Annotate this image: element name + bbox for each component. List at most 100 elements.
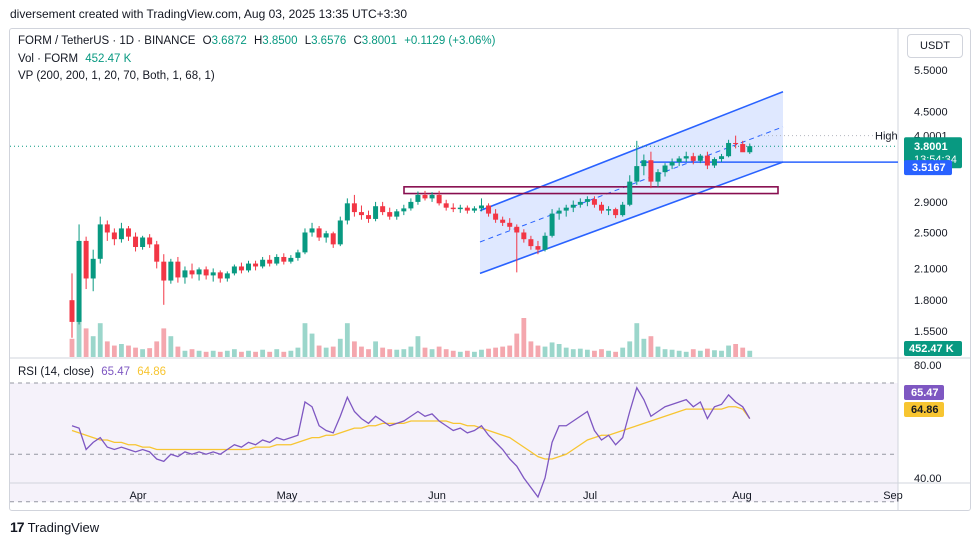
candle-body <box>450 207 456 210</box>
candle-body <box>253 263 259 267</box>
volume-bar <box>394 349 400 357</box>
candle-body <box>330 233 336 245</box>
candle-body <box>302 232 308 253</box>
volume-label[interactable]: Vol · FORM <box>18 53 79 65</box>
volume-bar <box>443 349 449 357</box>
rsi-tag-value: 65.47 <box>911 387 939 399</box>
candle-body <box>648 160 654 182</box>
volume-bar <box>464 350 470 357</box>
volume-bar <box>662 349 668 357</box>
candle-body <box>182 270 188 278</box>
volume-bar <box>189 349 195 357</box>
volume-bar <box>281 351 287 357</box>
candle-body <box>620 204 626 216</box>
candle-body <box>288 257 294 262</box>
volume-bar <box>514 333 520 357</box>
volume-bar <box>620 347 626 357</box>
volume-bar <box>613 351 619 357</box>
price-tick-label: 5.5000 <box>914 65 948 77</box>
volume-bar <box>217 351 223 357</box>
volume-bar <box>450 350 456 357</box>
candle-body <box>500 219 506 223</box>
candle-body <box>690 156 696 161</box>
volume-bar <box>352 341 357 357</box>
volume-bar <box>408 346 414 357</box>
price-tick-label: 2.1000 <box>914 263 948 275</box>
close-value: 3.8001 <box>361 35 397 47</box>
candle-body <box>542 235 548 250</box>
price-tick-label: 2.9000 <box>914 197 948 209</box>
candle-body <box>747 146 753 153</box>
resistance-zone <box>403 186 779 195</box>
candle-body <box>125 228 131 237</box>
candle-body <box>415 194 421 202</box>
candle-body <box>521 232 527 240</box>
rsi-ma-value: 64.86 <box>137 366 167 378</box>
candle-body <box>316 228 322 238</box>
volume-bar <box>337 338 343 357</box>
candle-body <box>493 213 499 220</box>
vp-label[interactable]: VP (200, 200, 1, 20, 70, Both, 1, 68, 1) <box>18 70 215 82</box>
volume-bar <box>140 349 145 357</box>
volume-bar <box>669 349 675 357</box>
rsi-label[interactable]: RSI (14, close) <box>18 366 95 378</box>
candle-body <box>118 228 124 240</box>
volume-bar <box>267 351 273 357</box>
candle-body <box>217 272 223 279</box>
volume-bar <box>253 351 258 357</box>
volume-bar <box>126 345 131 357</box>
volume-bar <box>366 349 371 357</box>
volume-bar <box>401 349 407 357</box>
volume-bar <box>196 350 202 357</box>
volume-bar <box>655 346 661 357</box>
volume-bar <box>90 336 96 357</box>
candle-body <box>133 236 139 247</box>
candle-body <box>238 266 244 271</box>
rsi-ma-tag <box>904 402 944 417</box>
candle-body <box>733 142 739 145</box>
candle-body <box>281 256 287 262</box>
candle-body <box>606 209 612 211</box>
low-label: L <box>304 35 312 47</box>
candle-body <box>161 261 167 281</box>
open-value: 3.6872 <box>211 35 247 47</box>
volume-bar <box>288 350 294 357</box>
symbol-name[interactable]: FORM / TetherUS · 1D · BINANCE <box>18 35 196 47</box>
volume-bar <box>712 350 717 357</box>
volume-bar <box>104 341 110 357</box>
volume-bar <box>521 318 527 357</box>
candle-body <box>669 161 675 166</box>
candle-body <box>443 203 449 208</box>
candle-body <box>260 259 266 267</box>
currency-button[interactable]: USDT <box>907 34 963 58</box>
volume-bar <box>641 338 647 357</box>
candle-body <box>683 156 689 159</box>
volume-bar <box>330 346 336 357</box>
candle-body <box>111 232 117 240</box>
candle-body <box>344 203 350 221</box>
volume-bar <box>323 347 329 357</box>
volume-bar <box>380 347 386 357</box>
candle-body <box>676 158 682 162</box>
candle-body <box>323 233 329 238</box>
candle-body <box>507 222 513 227</box>
candle-body <box>90 258 96 279</box>
volume-bar <box>592 350 597 357</box>
rsi-band <box>10 383 898 502</box>
candle-body <box>366 215 372 219</box>
rsi-ma-tag-value: 64.86 <box>911 404 939 416</box>
volume-bar <box>309 333 315 357</box>
volume-bar <box>344 323 350 357</box>
candle-body <box>471 208 477 211</box>
volume-bar <box>175 346 181 357</box>
last-price-value: 3.8001 <box>914 141 948 153</box>
close-label: C <box>353 35 362 47</box>
price-tick-label: 2.5000 <box>914 227 948 239</box>
volume-bar <box>154 341 160 357</box>
volume-bar <box>111 345 117 357</box>
high-label: H <box>253 35 263 47</box>
candle-body <box>358 212 364 216</box>
volume-bar <box>500 346 506 357</box>
volume-bar <box>415 336 421 357</box>
